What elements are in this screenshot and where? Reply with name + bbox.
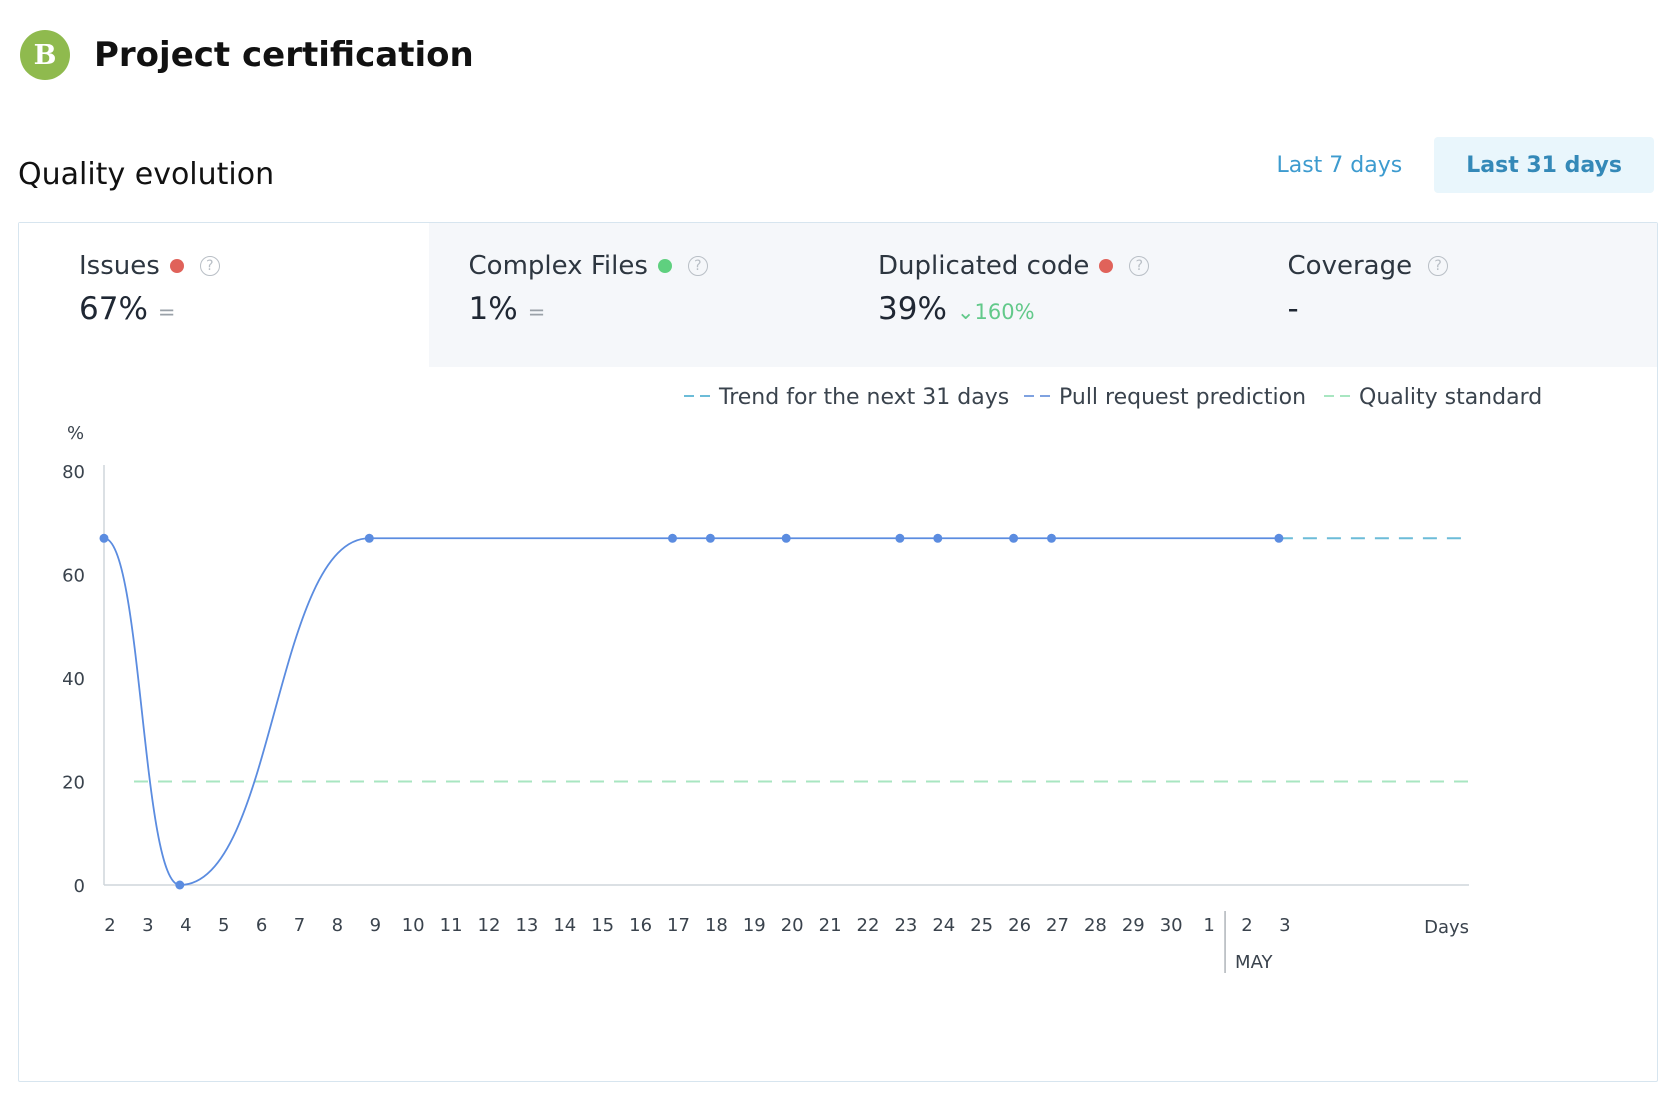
x-tick-label: 1 (1203, 915, 1214, 936)
x-tick-label: 24 (932, 915, 955, 936)
y-tick-label: 20 (62, 773, 85, 794)
tab-last-7-days[interactable]: Last 7 days (1276, 152, 1403, 178)
x-tick-label: 29 (1122, 915, 1145, 936)
status-dot (1099, 259, 1114, 273)
x-tick-label: 10 (402, 915, 425, 936)
legend-label: Quality standard (1359, 385, 1542, 410)
x-tick-label: 2 (1241, 915, 1252, 936)
metric-duplicated-code[interactable]: Duplicated code ? 39% ⌄160% (838, 223, 1248, 367)
data-point (895, 533, 905, 543)
page-header: B Project certification (20, 30, 474, 80)
metric-label: Coverage (1287, 251, 1413, 281)
data-point (1274, 533, 1284, 543)
data-point (99, 533, 109, 543)
x-tick-label: 5 (218, 915, 229, 936)
page-title: Project certification (94, 35, 474, 75)
y-tick-label: 60 (62, 566, 85, 587)
x-tick-label: 9 (370, 915, 381, 936)
x-tick-label: 7 (294, 915, 305, 936)
x-tick-label: 6 (256, 915, 267, 936)
x-tick-label: 30 (1160, 915, 1183, 936)
x-tick-label: 3 (142, 915, 153, 936)
metrics-row: Issues ? 67% = Complex Files ? 1% = Dupl… (19, 223, 1658, 367)
y-tick-label: 0 (74, 876, 85, 897)
x-tick-label: 18 (705, 915, 728, 936)
grade-badge: B (20, 30, 70, 80)
quality-chart: Trend for the next 31 days Pull request p… (62, 385, 1542, 973)
x-tick-label: 19 (743, 915, 766, 936)
x-tick-label: 2 (104, 915, 115, 936)
legend-label: Trend for the next 31 days (718, 385, 1009, 410)
data-point (175, 880, 185, 890)
x-tick-label: 14 (553, 915, 576, 936)
quality-panel: Issues ? 67% = Complex Files ? 1% = Dupl… (18, 222, 1658, 1082)
help-icon[interactable]: ? (1129, 256, 1150, 276)
metric-label: Complex Files (468, 251, 648, 281)
x-tick-label: 22 (857, 915, 880, 936)
x-tick-label: 11 (440, 915, 463, 936)
data-point (781, 533, 791, 543)
metric-coverage[interactable]: Coverage ? - (1247, 223, 1658, 367)
metric-trend: = (527, 300, 546, 324)
data-point (705, 533, 715, 543)
x-tick-label: 23 (894, 915, 917, 936)
y-tick-label: 80 (62, 462, 85, 483)
metric-label: Issues (79, 251, 160, 281)
section-title: Quality evolution (18, 157, 275, 192)
metric-complex-files[interactable]: Complex Files ? 1% = (428, 223, 839, 367)
y-axis-label: % (67, 423, 84, 444)
metric-value: 1% (468, 291, 518, 327)
help-icon[interactable]: ? (1428, 256, 1449, 276)
metric-label: Duplicated code (878, 251, 1090, 281)
x-tick-label: 17 (667, 915, 690, 936)
tab-last-31-days[interactable]: Last 31 days (1434, 137, 1654, 193)
data-point (1009, 533, 1019, 543)
x-tick-label: 3 (1279, 915, 1290, 936)
x-tick-label: 15 (591, 915, 614, 936)
legend-label: Pull request prediction (1059, 385, 1306, 410)
x-tick-label: 28 (1084, 915, 1107, 936)
x-tick-label: 21 (819, 915, 842, 936)
series-line (103, 537, 1279, 886)
status-dot (657, 259, 672, 273)
status-dot (169, 259, 184, 273)
data-point (364, 533, 374, 543)
x-tick-label: 25 (970, 915, 993, 936)
x-tick-label: 20 (781, 915, 804, 936)
x-tick-label: 27 (1046, 915, 1069, 936)
x-tick-label: 26 (1008, 915, 1031, 936)
x-tick-label: 13 (515, 915, 538, 936)
x-axis-label: Days (1424, 917, 1469, 938)
metric-trend: = (157, 300, 176, 324)
metric-trend: ⌄160% (956, 300, 1035, 324)
x-tick-label: 16 (629, 915, 652, 936)
data-point (668, 533, 677, 543)
x-tick-label: 8 (332, 915, 343, 936)
metric-value: 67% (79, 291, 148, 327)
metric-value: - (1287, 291, 1299, 327)
x-tick-label: 12 (478, 915, 501, 936)
x-tick-label: 4 (180, 915, 191, 936)
data-point (1047, 533, 1056, 543)
data-point (933, 533, 943, 543)
help-icon[interactable]: ? (199, 256, 220, 276)
month-label: MAY (1235, 952, 1273, 973)
range-tabs: Last 7 days Last 31 days (1244, 137, 1654, 193)
help-icon[interactable]: ? (687, 256, 708, 276)
metric-issues[interactable]: Issues ? 67% = (19, 223, 429, 367)
metric-value: 39% (878, 291, 947, 327)
y-tick-label: 40 (62, 669, 85, 690)
